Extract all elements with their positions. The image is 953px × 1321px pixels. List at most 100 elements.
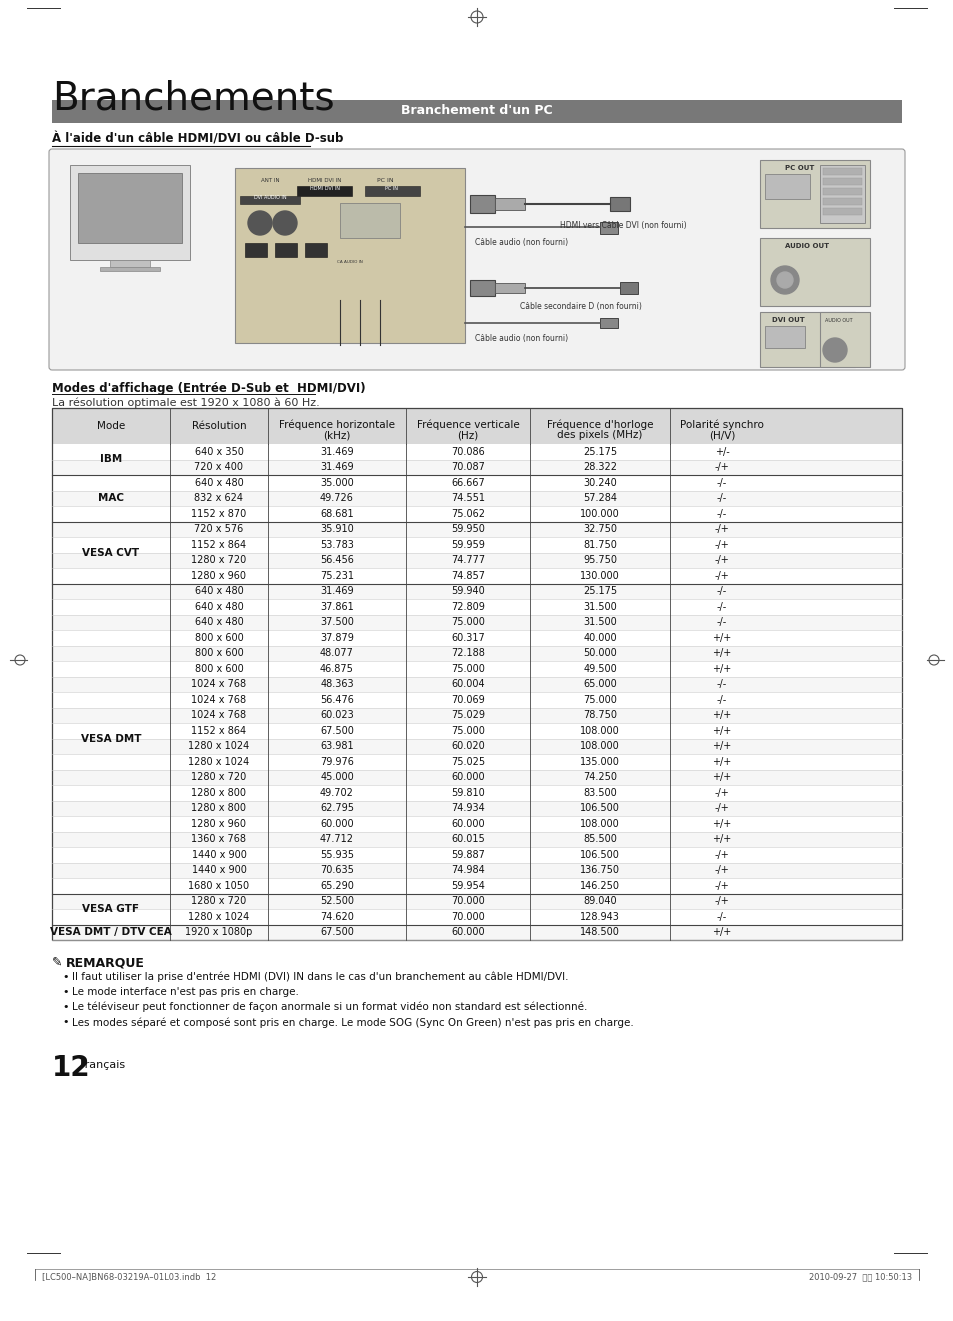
Bar bbox=[52, 646, 901, 660]
Text: La résolution optimale est 1920 x 1080 à 60 Hz.: La résolution optimale est 1920 x 1080 à… bbox=[52, 398, 319, 408]
Bar bbox=[305, 243, 327, 258]
Text: 1280 x 960: 1280 x 960 bbox=[192, 571, 246, 581]
Text: +/+: +/+ bbox=[712, 757, 731, 766]
Text: -/+: -/+ bbox=[714, 803, 729, 814]
Bar bbox=[52, 754, 901, 770]
Text: 1280 x 720: 1280 x 720 bbox=[192, 773, 247, 782]
Text: 37.500: 37.500 bbox=[319, 617, 354, 627]
Text: 108.000: 108.000 bbox=[579, 741, 619, 752]
Bar bbox=[822, 198, 862, 205]
Text: IBM: IBM bbox=[100, 454, 122, 465]
Bar bbox=[820, 165, 864, 223]
Text: -/-: -/- bbox=[716, 695, 726, 704]
Text: 59.887: 59.887 bbox=[451, 849, 484, 860]
Text: -/-: -/- bbox=[716, 493, 726, 503]
Text: 47.712: 47.712 bbox=[319, 835, 354, 844]
Bar bbox=[52, 770, 901, 785]
Text: 1152 x 870: 1152 x 870 bbox=[192, 509, 247, 519]
Text: -/+: -/+ bbox=[714, 540, 729, 550]
Text: 1024 x 768: 1024 x 768 bbox=[192, 711, 246, 720]
Text: 46.875: 46.875 bbox=[319, 663, 354, 674]
Bar bbox=[609, 197, 629, 211]
Text: 49.500: 49.500 bbox=[582, 663, 617, 674]
Bar bbox=[52, 893, 901, 909]
Text: 50.000: 50.000 bbox=[582, 649, 617, 658]
Text: 640 x 480: 640 x 480 bbox=[194, 617, 243, 627]
Text: +/+: +/+ bbox=[712, 835, 731, 844]
Bar bbox=[822, 188, 862, 196]
Text: Les modes séparé et composé sont pris en charge. Le mode SOG (Sync On Green) n'e: Les modes séparé et composé sont pris en… bbox=[71, 1017, 633, 1028]
Text: 1280 x 1024: 1280 x 1024 bbox=[188, 741, 250, 752]
Text: 75.025: 75.025 bbox=[451, 757, 484, 766]
Text: HDMI vers Câble DVI (non fourni): HDMI vers Câble DVI (non fourni) bbox=[559, 221, 686, 230]
Bar bbox=[470, 280, 495, 296]
Text: 720 x 400: 720 x 400 bbox=[194, 462, 243, 472]
Text: 72.188: 72.188 bbox=[451, 649, 484, 658]
Bar bbox=[52, 909, 901, 925]
Text: 25.175: 25.175 bbox=[582, 587, 617, 596]
Text: 1360 x 768: 1360 x 768 bbox=[192, 835, 246, 844]
Text: 40.000: 40.000 bbox=[582, 633, 617, 643]
Text: Résolution: Résolution bbox=[192, 421, 246, 431]
Text: -/-: -/- bbox=[716, 509, 726, 519]
Text: HDMI DVI IN: HDMI DVI IN bbox=[310, 186, 339, 192]
Text: Fréquence d'horloge: Fréquence d'horloge bbox=[546, 419, 653, 429]
Text: 108.000: 108.000 bbox=[579, 819, 619, 828]
Bar bbox=[822, 178, 862, 185]
Text: 25.175: 25.175 bbox=[582, 446, 617, 457]
Bar bbox=[110, 260, 150, 267]
Bar bbox=[52, 408, 901, 941]
Text: 31.500: 31.500 bbox=[582, 617, 617, 627]
Text: 31.469: 31.469 bbox=[320, 587, 354, 596]
Bar bbox=[599, 318, 618, 328]
Text: 65.000: 65.000 bbox=[582, 679, 617, 690]
Text: 800 x 600: 800 x 600 bbox=[194, 663, 243, 674]
Text: ✎: ✎ bbox=[52, 956, 63, 970]
Text: 1680 x 1050: 1680 x 1050 bbox=[189, 881, 250, 890]
Text: •: • bbox=[62, 1017, 69, 1026]
Text: Fréquence horizontale: Fréquence horizontale bbox=[278, 419, 395, 429]
Text: 800 x 600: 800 x 600 bbox=[194, 633, 243, 643]
Text: 89.040: 89.040 bbox=[582, 896, 617, 906]
Text: 37.879: 37.879 bbox=[319, 633, 354, 643]
Bar bbox=[52, 660, 901, 676]
Text: 74.777: 74.777 bbox=[451, 555, 484, 565]
Text: Le mode interface n'est pas pris en charge.: Le mode interface n'est pas pris en char… bbox=[71, 987, 298, 997]
Text: VESA DMT: VESA DMT bbox=[81, 733, 141, 744]
Text: 1152 x 864: 1152 x 864 bbox=[192, 540, 246, 550]
Text: 106.500: 106.500 bbox=[579, 849, 619, 860]
Text: 70.069: 70.069 bbox=[451, 695, 484, 704]
Text: Câble audio (non fourni): Câble audio (non fourni) bbox=[475, 334, 568, 343]
Text: 75.062: 75.062 bbox=[451, 509, 484, 519]
Bar bbox=[820, 312, 869, 367]
Text: -/+: -/+ bbox=[714, 896, 729, 906]
Text: -/-: -/- bbox=[716, 602, 726, 612]
Text: 74.934: 74.934 bbox=[451, 803, 484, 814]
Text: 52.500: 52.500 bbox=[319, 896, 354, 906]
Text: -/-: -/- bbox=[716, 679, 726, 690]
Text: 75.231: 75.231 bbox=[319, 571, 354, 581]
Text: Mode: Mode bbox=[97, 421, 125, 431]
Text: 60.020: 60.020 bbox=[451, 741, 484, 752]
Text: DVI AUDIO IN: DVI AUDIO IN bbox=[253, 196, 286, 199]
Bar bbox=[470, 196, 495, 213]
Text: 60.000: 60.000 bbox=[451, 819, 484, 828]
Text: 66.667: 66.667 bbox=[451, 478, 484, 487]
Text: Fréquence verticale: Fréquence verticale bbox=[416, 419, 518, 429]
Text: 60.000: 60.000 bbox=[451, 927, 484, 938]
Bar bbox=[52, 676, 901, 692]
Bar bbox=[822, 207, 862, 215]
Text: +/+: +/+ bbox=[712, 663, 731, 674]
Text: -/+: -/+ bbox=[714, 524, 729, 534]
Bar bbox=[52, 552, 901, 568]
Text: 35.910: 35.910 bbox=[320, 524, 354, 534]
Text: 148.500: 148.500 bbox=[579, 927, 619, 938]
Text: 55.935: 55.935 bbox=[319, 849, 354, 860]
Text: 60.023: 60.023 bbox=[320, 711, 354, 720]
Text: •: • bbox=[62, 1003, 69, 1012]
Text: 59.954: 59.954 bbox=[451, 881, 484, 890]
Bar bbox=[52, 584, 901, 598]
Bar bbox=[495, 283, 524, 293]
Text: PC OUT: PC OUT bbox=[784, 165, 814, 170]
Text: 35.000: 35.000 bbox=[320, 478, 354, 487]
